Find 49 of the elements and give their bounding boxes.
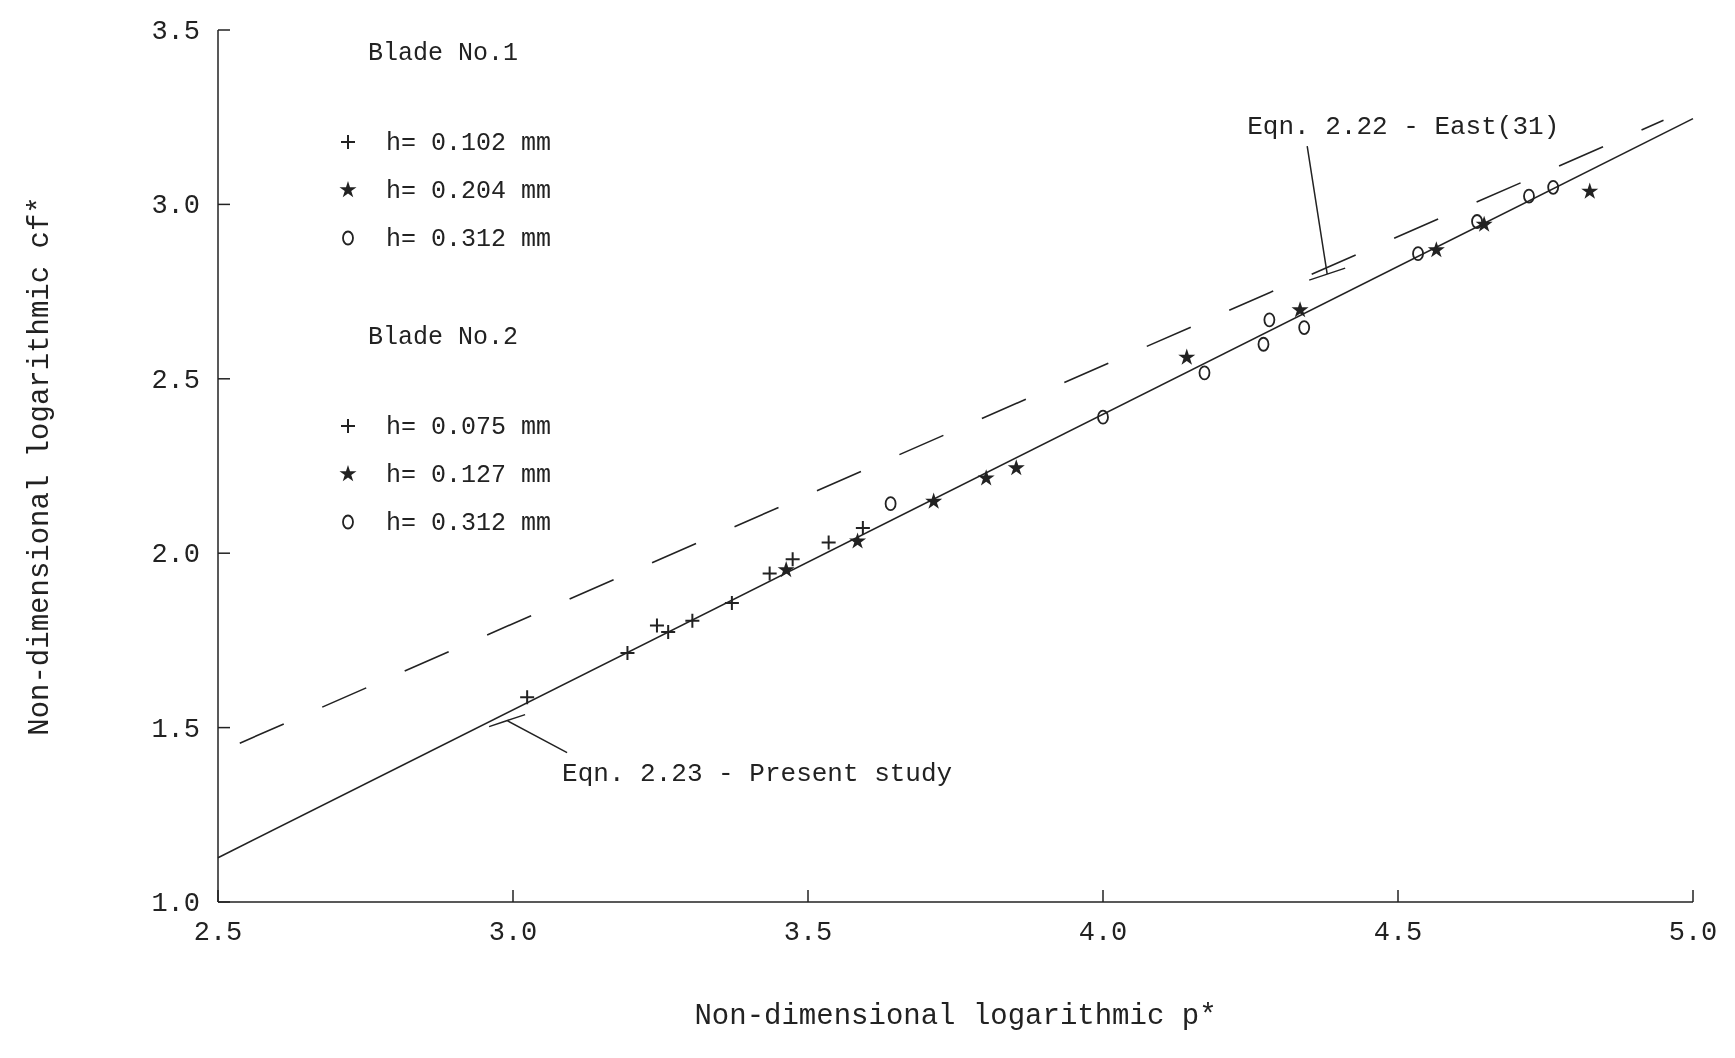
point [884, 496, 897, 512]
point [1298, 320, 1311, 335]
annotation: Eqn. 2.23 - Present study [562, 758, 953, 789]
point [1263, 312, 1276, 328]
annotation: Blade No.2 [368, 323, 519, 352]
point [1523, 188, 1535, 204]
point [1178, 348, 1196, 365]
y-tick-label: 3.0 [151, 191, 200, 222]
point [1291, 301, 1309, 318]
y-tick-label: 2.0 [151, 540, 200, 571]
point [854, 520, 871, 537]
point [519, 689, 536, 706]
point [1471, 214, 1483, 229]
legend-label: h= 0.204 mm [386, 177, 552, 206]
point [820, 534, 837, 551]
x-tick-label: 2.5 [193, 918, 243, 948]
point [619, 644, 636, 661]
annotation: Eqn. 2.22 - East(31) [1247, 112, 1560, 143]
x-axis-title: Non-dimensional logarithmic p* [694, 1000, 1217, 1033]
annotation: Blade No.1 [368, 39, 519, 68]
x-tick-label: 3.0 [488, 918, 538, 948]
legend-label: h= 0.312 mm [386, 509, 552, 538]
point [784, 551, 801, 568]
y-tick-label: 1.5 [151, 714, 200, 745]
x-tick-label: 5.0 [1668, 918, 1718, 948]
point [1097, 409, 1109, 425]
y-tick-label: 3.5 [151, 17, 200, 47]
y-tick-label: 1.0 [151, 889, 200, 919]
point [660, 624, 677, 641]
point [1412, 246, 1424, 261]
point [1581, 182, 1599, 199]
point [977, 469, 995, 486]
legend-label: h= 0.127 mm [386, 461, 552, 490]
point [1198, 365, 1211, 381]
x-tick-label: 3.5 [783, 918, 833, 948]
point [1257, 336, 1270, 352]
legend-label: h= 0.102 mm [386, 129, 552, 158]
x-tick-label: 4.0 [1078, 918, 1128, 948]
point [684, 612, 701, 629]
point [648, 617, 665, 634]
point [1007, 459, 1025, 476]
point [761, 565, 778, 582]
legend-label: h= 0.312 mm [386, 225, 552, 254]
legend-label: h= 0.075 mm [386, 413, 552, 442]
point [1427, 241, 1445, 258]
y-tick-label: 2.5 [151, 365, 200, 396]
point [1547, 179, 1560, 195]
x-tick-label: 4.5 [1373, 918, 1423, 948]
y-axis-title: Non-dimensional logarithmic cf* [24, 196, 57, 736]
